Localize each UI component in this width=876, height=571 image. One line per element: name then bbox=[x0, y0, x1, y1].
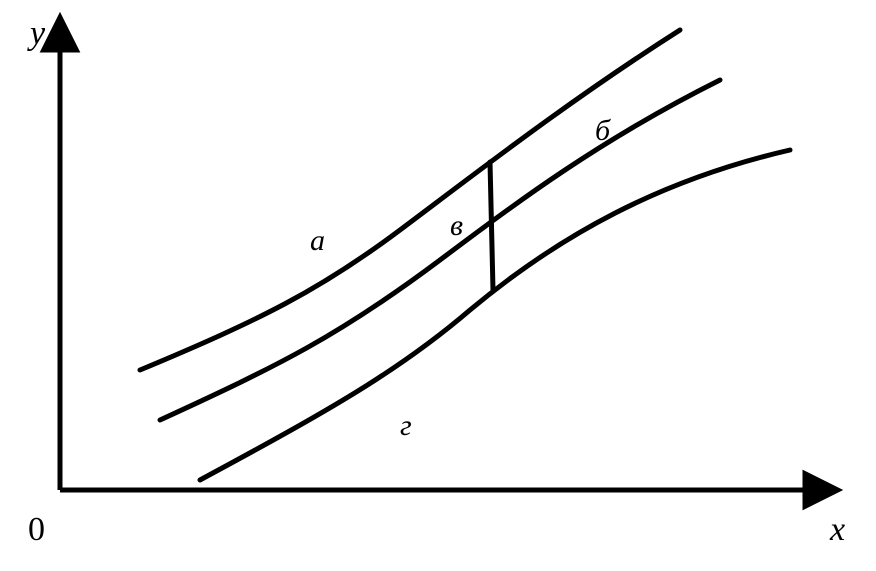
vertical-divider bbox=[490, 162, 493, 290]
curve-top bbox=[140, 30, 680, 370]
diagram-svg: x y 0 а б в г bbox=[0, 0, 876, 571]
y-axis-label: y bbox=[27, 15, 46, 52]
curve-label-g: г bbox=[400, 409, 412, 442]
curve-label-b: б bbox=[595, 114, 611, 147]
curve-label-v: в bbox=[450, 209, 463, 242]
curve-bottom bbox=[200, 150, 790, 480]
origin-label: 0 bbox=[28, 511, 45, 548]
curve-middle bbox=[160, 80, 720, 420]
curve-label-a: а bbox=[310, 224, 325, 257]
x-axis-label: x bbox=[829, 511, 845, 548]
